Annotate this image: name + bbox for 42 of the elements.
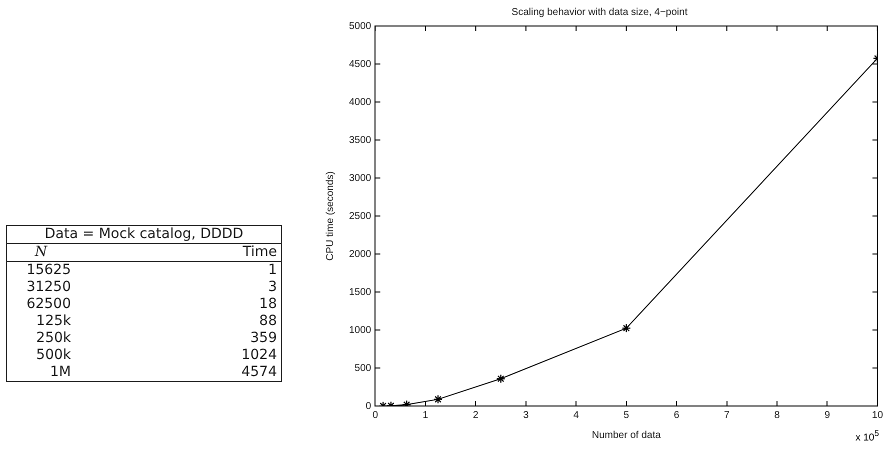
text: 3 — [267, 279, 278, 296]
x-tick-label: 5 — [624, 410, 630, 421]
x-tick-label: 10 — [872, 410, 884, 421]
x-tick-label: 4 — [573, 410, 580, 421]
text: x 10$^{5}$ — [855, 428, 879, 444]
y-tick-label: 5000 — [348, 20, 372, 32]
x-axis-title: Number of data — [592, 430, 662, 441]
text: 250k — [35, 330, 72, 347]
text: Time — [75, 244, 282, 262]
x-tick-label: 9 — [824, 410, 830, 421]
x-tick-label: 2 — [472, 410, 479, 421]
x-tick-label: 8 — [774, 410, 780, 421]
y-tick-label: 0 — [366, 400, 372, 412]
x-tick-label: 1 — [422, 410, 429, 421]
text: Data = Mock catalog, DDDD — [6, 226, 282, 244]
text: 18 — [258, 296, 278, 313]
y-tick-label: 1000 — [348, 324, 372, 336]
text: 1024 — [240, 347, 278, 364]
y-tick-label: 4500 — [348, 58, 372, 70]
text: 1M — [49, 364, 72, 382]
y-tick-label: 500 — [354, 362, 372, 374]
text: 125k — [35, 313, 72, 330]
text: 31250 — [25, 279, 72, 296]
text: 500k — [35, 347, 72, 364]
text: 62500 — [25, 296, 72, 313]
text: 359 — [249, 330, 278, 347]
y-tick-label: 1500 — [348, 286, 372, 298]
chart-title: Scaling behavior with data size, 4−point — [512, 6, 688, 18]
y-tick-label: 4000 — [348, 96, 372, 108]
y-tick-label: 3500 — [348, 134, 372, 146]
text: 88 — [258, 313, 278, 330]
x-tick-label: 7 — [724, 410, 730, 421]
y-tick-label: 3000 — [348, 172, 372, 184]
text: 1 — [267, 262, 278, 279]
text: 15625 — [25, 262, 72, 279]
x-tick-label: 6 — [674, 410, 680, 421]
text: N — [6, 244, 75, 262]
y-tick-label: 2500 — [348, 210, 372, 222]
x-tick-label: 3 — [523, 410, 530, 421]
y-axis-title: CPU time (seconds) — [324, 171, 336, 261]
y-tick-label: 2000 — [348, 248, 372, 260]
text: 4574 — [240, 364, 278, 382]
